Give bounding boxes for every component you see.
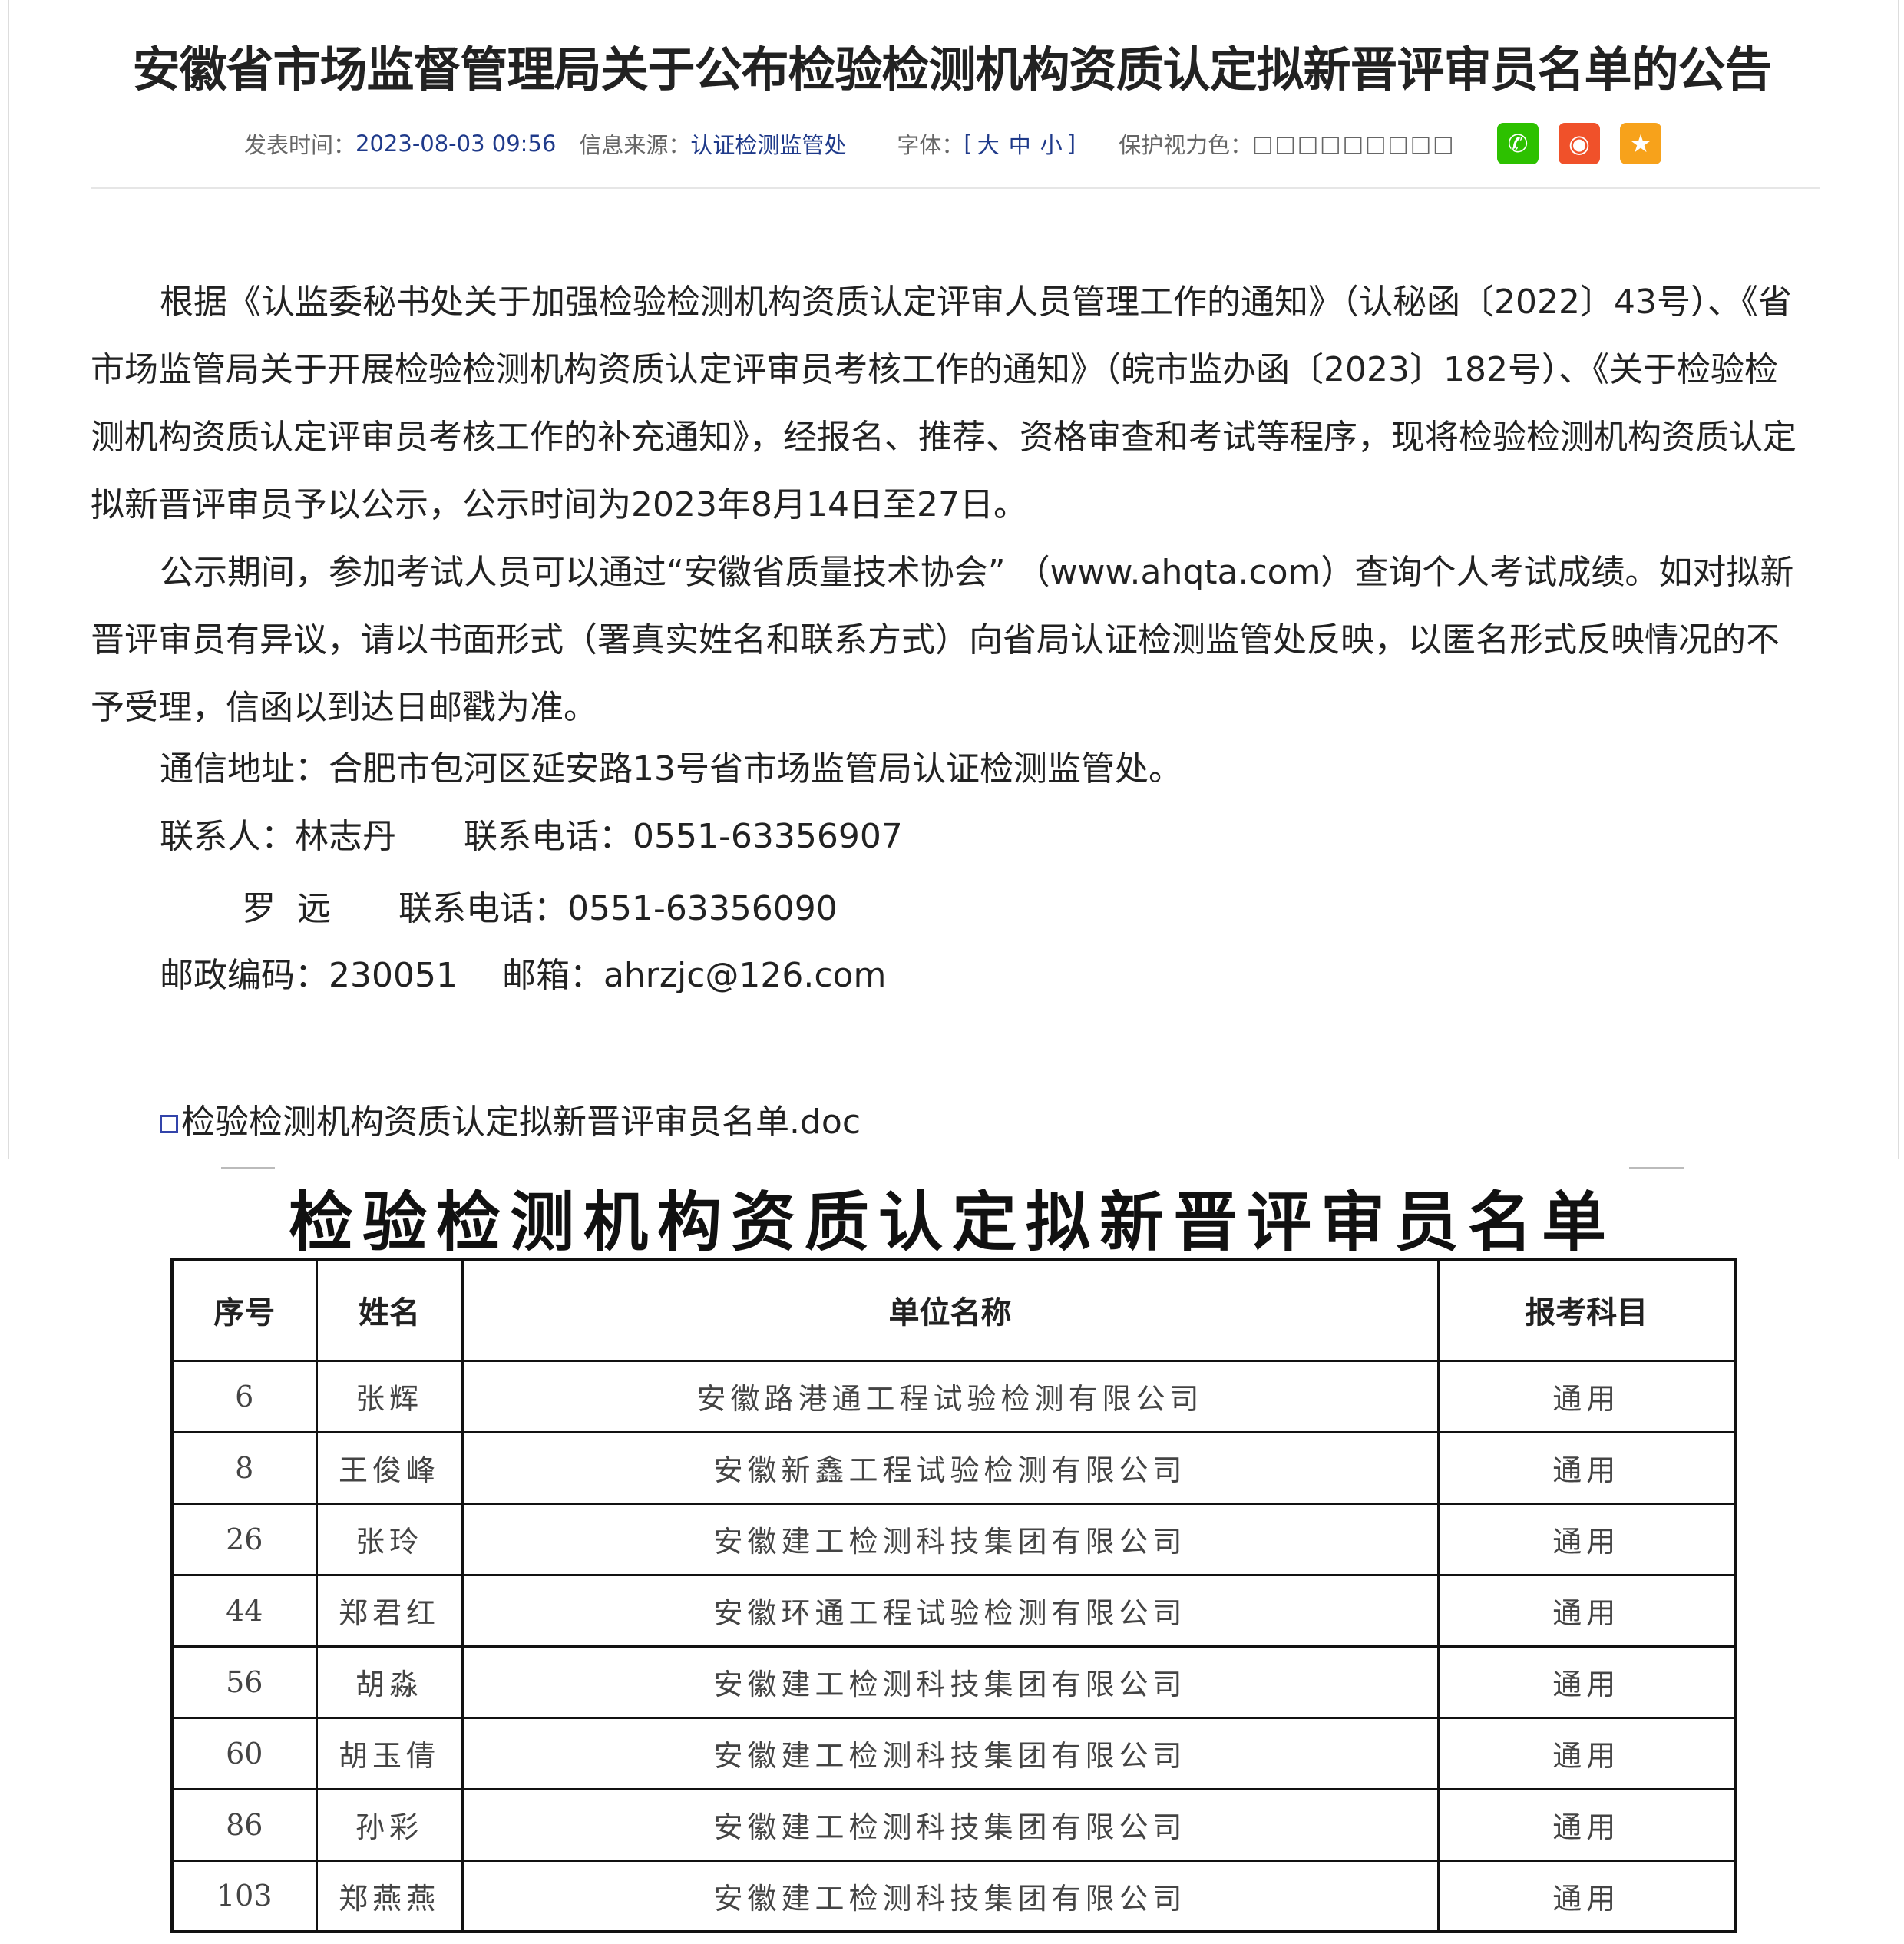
table-row: 6 张辉 安徽路港通工程试验检测有限公司 通用	[170, 1359, 1737, 1433]
header-subject: 报考科目	[1436, 1258, 1737, 1362]
publish-time: 2023-08-03 09:56	[355, 131, 557, 157]
cell-subject: 通用	[1436, 1645, 1737, 1719]
cell-subject: 通用	[1436, 1859, 1737, 1933]
attachment-link[interactable]: 检验检测机构资质认定拟新晋评审员名单.doc	[160, 1094, 861, 1143]
cell-name: 胡玉倩	[315, 1716, 464, 1790]
table-row: 44 郑君红 安徽环通工程试验检测有限公司 通用	[170, 1573, 1737, 1648]
page-border-left	[8, 0, 9, 1159]
cell-unit: 安徽建工检测科技集团有限公司	[461, 1859, 1440, 1933]
cell-index: 8	[170, 1430, 318, 1505]
bracket: ]	[1066, 131, 1076, 157]
cell-unit: 安徽建工检测科技集团有限公司	[461, 1716, 1440, 1790]
bracket: [	[964, 131, 973, 157]
weibo-share-icon[interactable]: ◉	[1559, 123, 1600, 164]
cell-subject: 通用	[1436, 1430, 1737, 1505]
cell-index: 26	[170, 1502, 318, 1576]
table-row: 26 张玲 安徽建工检测科技集团有限公司 通用	[170, 1502, 1737, 1576]
cell-name: 孙彩	[315, 1787, 464, 1862]
cell-index: 86	[170, 1787, 318, 1862]
table-row: 86 孙彩 安徽建工检测科技集团有限公司 通用	[170, 1787, 1737, 1862]
table-row: 103 郑燕燕 安徽建工检测科技集团有限公司 通用	[170, 1859, 1737, 1933]
page-corner-mark	[1629, 1167, 1684, 1169]
font-size-label: 字体：	[897, 132, 964, 158]
cell-index: 56	[170, 1645, 318, 1719]
cell-name: 郑君红	[315, 1573, 464, 1648]
cell-name: 王俊峰	[315, 1430, 464, 1505]
address: 通信地址：合肥市包河区延安路13号省市场监管局认证检测监管处。	[160, 749, 1182, 789]
article-title: 安徽省市场监督管理局关于公布检验检测机构资质认定拟新晋评审员名单的公告	[132, 41, 1772, 98]
contact-2: 罗 远 联系电话：0551-63356090	[242, 889, 838, 928]
cell-name: 张辉	[315, 1359, 464, 1433]
reviewer-table: 序号 姓名 单位名称 报考科目 6 张辉 安徽路港通工程试验检测有限公司 通用 8 王俊峰…	[170, 1258, 1737, 1933]
cell-subject: 通用	[1436, 1573, 1737, 1648]
cell-index: 6	[170, 1359, 318, 1433]
cell-subject: 通用	[1436, 1716, 1737, 1790]
table-row: 8 王俊峰 安徽新鑫工程试验检测有限公司 通用	[170, 1430, 1737, 1505]
paragraph: 根据《认监委秘书处关于加强检验检测机构资质认定评审人员管理工作的通知》（认秘函〔…	[91, 283, 1797, 524]
table-row: 60 胡玉倩 安徽建工检测科技集团有限公司 通用	[170, 1716, 1737, 1790]
cell-name: 胡淼	[315, 1645, 464, 1719]
header-index: 序号	[170, 1258, 318, 1362]
contact-1: 联系人：林志丹 联系电话：0551-63356907	[160, 817, 903, 856]
cell-subject: 通用	[1436, 1359, 1737, 1433]
wechat-share-icon[interactable]: ✆	[1497, 123, 1539, 164]
cell-unit: 安徽建工检测科技集团有限公司	[461, 1787, 1440, 1862]
cell-index: 60	[170, 1716, 318, 1790]
page-corner-mark	[221, 1167, 275, 1169]
cell-index: 44	[170, 1573, 318, 1648]
paragraph: 公示期间，参加考试人员可以通过“安徽省质量技术协会” （www.ahqta.co…	[91, 553, 1794, 727]
header-unit: 单位名称	[461, 1258, 1440, 1362]
article-meta: 发表时间： 2023-08-03 09:56 信息来源： 认证检测监管处 字体：…	[244, 127, 1456, 160]
divider	[91, 187, 1820, 189]
font-small-button[interactable]: 小	[1040, 132, 1063, 158]
cell-name: 张玲	[315, 1502, 464, 1576]
font-medium-button[interactable]: 中	[1008, 132, 1031, 158]
cell-subject: 通用	[1436, 1502, 1737, 1576]
eye-protect-label: 保护视力色：	[1119, 132, 1253, 158]
header-name: 姓名	[315, 1258, 464, 1362]
source-link[interactable]: 认证检测监管处	[690, 132, 847, 158]
cell-unit: 安徽路港通工程试验检测有限公司	[461, 1359, 1440, 1433]
cell-unit: 安徽环通工程试验检测有限公司	[461, 1573, 1440, 1648]
cell-index: 103	[170, 1859, 318, 1933]
doc-file-icon	[160, 1115, 178, 1133]
cell-name: 郑燕燕	[315, 1859, 464, 1933]
document-title: 检验检测机构资质认定拟新晋评审员名单	[288, 1185, 1615, 1260]
source-label: 信息来源：	[579, 132, 691, 158]
eye-protect-colors[interactable]: □□□□□□□□□	[1252, 131, 1456, 157]
postal-email: 邮政编码：230051 邮箱：ahrzjc@126.com	[160, 956, 887, 995]
page-border-right	[1898, 0, 1899, 1159]
publish-label: 发表时间：	[244, 132, 356, 158]
table-row: 56 胡淼 安徽建工检测科技集团有限公司 通用	[170, 1645, 1737, 1719]
cell-subject: 通用	[1436, 1787, 1737, 1862]
table-header-row: 序号 姓名 单位名称 报考科目	[170, 1258, 1737, 1362]
font-large-button[interactable]: 大	[977, 132, 1000, 158]
cell-unit: 安徽新鑫工程试验检测有限公司	[461, 1430, 1440, 1505]
cell-unit: 安徽建工检测科技集团有限公司	[461, 1645, 1440, 1719]
favorite-star-icon[interactable]: ★	[1620, 123, 1661, 164]
cell-unit: 安徽建工检测科技集团有限公司	[461, 1502, 1440, 1576]
attachment-name[interactable]: 检验检测机构资质认定拟新晋评审员名单.doc	[181, 1103, 861, 1142]
